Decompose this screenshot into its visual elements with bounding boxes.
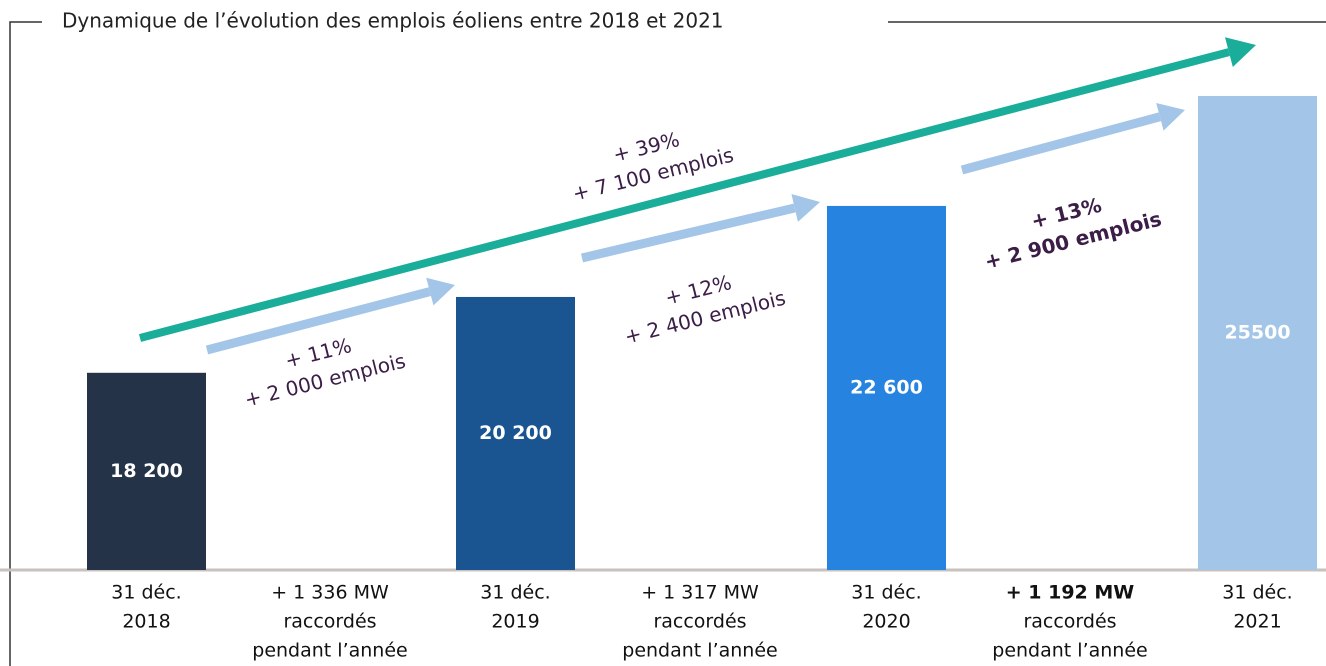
arrow-head <box>1156 102 1185 131</box>
interval-label: + 1 317 MW <box>641 582 759 604</box>
interval-label: pendant l’année <box>622 640 777 662</box>
frame <box>9 21 42 666</box>
x-tick-label: 2019 <box>491 611 539 633</box>
interval-label: pendant l’année <box>252 640 407 662</box>
interval-label: raccordés <box>283 611 376 633</box>
interval-label: raccordés <box>653 611 746 633</box>
bar <box>456 296 575 570</box>
annotation: + 13%+ 2 900 emplois <box>982 193 1164 274</box>
value-label: 20 200 <box>479 422 552 444</box>
x-tick-label: 31 déc. <box>480 582 550 604</box>
x-tick-label: 2021 <box>1233 611 1281 633</box>
bar <box>1198 95 1317 570</box>
arrow <box>580 203 796 263</box>
arrow-head <box>426 277 455 306</box>
annotation: + 12%+ 2 400 emplois <box>622 270 788 349</box>
x-tick-label: 2018 <box>122 611 170 633</box>
bar <box>827 205 946 570</box>
chart-title: Dynamique de l’évolution des emplois éol… <box>62 9 724 33</box>
arrow-head <box>791 194 820 222</box>
bar <box>87 372 206 570</box>
value-label: 25500 <box>1224 321 1290 343</box>
value-label: 22 600 <box>850 376 923 398</box>
arrow-head <box>1225 37 1256 68</box>
x-tick-label: 31 déc. <box>1222 582 1292 604</box>
value-label: 18 200 <box>110 460 183 482</box>
interval-label: + 1 336 MW <box>271 582 389 604</box>
x-tick-label: 31 déc. <box>851 582 921 604</box>
arrow <box>960 112 1162 175</box>
arrow <box>205 287 431 355</box>
x-tick-label: 31 déc. <box>111 582 181 604</box>
interval-label: raccordés <box>1023 611 1116 633</box>
arrow <box>138 48 1230 342</box>
interval-label: pendant l’année <box>992 640 1147 662</box>
x-tick-label: 2020 <box>862 611 910 633</box>
interval-label: + 1 192 MW <box>1006 582 1135 604</box>
